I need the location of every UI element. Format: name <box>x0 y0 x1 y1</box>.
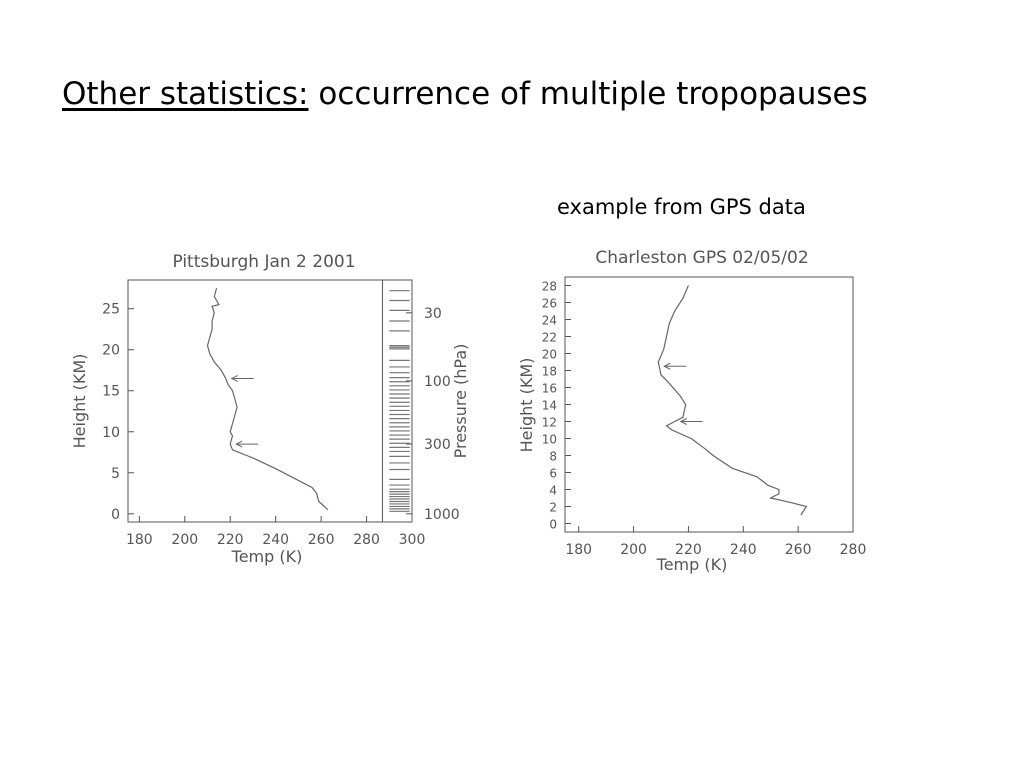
y2-tick-label: 100 <box>424 374 451 390</box>
y-tick-label: 8 <box>549 450 557 464</box>
x-tick-label: 260 <box>785 542 812 558</box>
y-tick-label: 6 <box>549 467 557 481</box>
y-tick-label: 28 <box>542 280 557 294</box>
x-tick-label: 200 <box>620 542 647 558</box>
slide-title: Other statistics: occurrence of multiple… <box>62 76 868 112</box>
y2-tick-label: 300 <box>424 437 451 453</box>
x-tick-label: 240 <box>262 532 289 548</box>
y-tick-label: 20 <box>102 343 120 359</box>
y-tick-label: 24 <box>542 314 557 328</box>
y-tick-label: 2 <box>549 501 557 515</box>
tropopause-arrow-head <box>663 362 671 370</box>
x-axis-label: Temp (K) <box>231 547 303 566</box>
gps-caption: example from GPS data <box>557 195 806 219</box>
temperature-profile-line <box>657 285 808 516</box>
y-tick-label: 15 <box>102 384 120 400</box>
y-tick-label: 16 <box>542 382 557 396</box>
tropopause-arrow-head <box>679 418 687 425</box>
y-tick-label: 0 <box>111 507 120 523</box>
y-tick-label: 20 <box>542 348 557 362</box>
y2-axis-label: Pressure (hPa) <box>451 344 470 459</box>
tropopause-arrow-head <box>230 374 238 382</box>
y2-tick-label: 1000 <box>424 507 460 523</box>
slide-title-rest: occurrence of multiple tropopauses <box>308 76 868 112</box>
x-tick-label: 300 <box>399 532 426 548</box>
x-tick-label: 240 <box>730 542 757 558</box>
y-tick-label: 18 <box>542 365 557 379</box>
x-tick-label: 280 <box>840 542 867 558</box>
x-tick-label: 280 <box>353 532 380 548</box>
y-tick-label: 10 <box>102 425 120 441</box>
y-tick-label: 26 <box>542 297 557 311</box>
x-axis-label: Temp (K) <box>656 555 728 574</box>
chart-title: Charleston GPS 02/05/02 <box>595 248 808 268</box>
y-tick-label: 25 <box>102 302 120 318</box>
y-tick-label: 22 <box>542 331 557 345</box>
y-tick-label: 14 <box>542 399 557 413</box>
y-tick-label: 12 <box>542 416 557 430</box>
y-tick-label: 4 <box>549 484 557 498</box>
y-tick-label: 5 <box>111 466 120 482</box>
y-tick-label: 10 <box>542 433 557 447</box>
temperature-profile-line <box>206 288 329 511</box>
plot-frame <box>127 279 413 523</box>
tropopause-arrow-head <box>235 440 243 448</box>
y-tick-label: 0 <box>549 518 557 532</box>
plot-frame <box>564 276 854 533</box>
x-tick-label: 220 <box>217 532 244 548</box>
y2-tick-label: 30 <box>424 306 442 322</box>
y-axis-label: Height (KM) <box>70 354 89 449</box>
x-tick-label: 180 <box>126 532 153 548</box>
x-tick-label: 180 <box>565 542 592 558</box>
x-tick-label: 220 <box>675 542 702 558</box>
y-axis-label: Height (KM) <box>517 358 536 453</box>
chart-title: Pittsburgh Jan 2 2001 <box>172 252 355 272</box>
x-tick-label: 260 <box>308 532 335 548</box>
slide-title-underlined: Other statistics: <box>62 76 309 112</box>
x-tick-label: 200 <box>171 532 198 548</box>
